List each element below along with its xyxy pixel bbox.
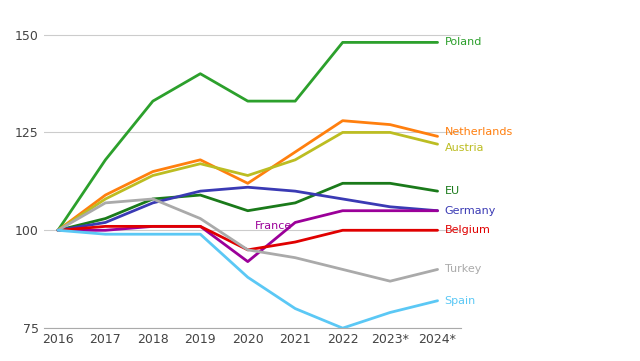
Text: Turkey: Turkey — [445, 264, 481, 274]
Text: Belgium: Belgium — [445, 225, 490, 235]
Text: Austria: Austria — [445, 143, 484, 153]
Text: Germany: Germany — [445, 206, 496, 216]
Text: Poland: Poland — [445, 38, 482, 47]
Text: Netherlands: Netherlands — [445, 127, 513, 138]
Text: France: France — [255, 221, 292, 231]
Text: Spain: Spain — [445, 296, 476, 306]
Text: EU: EU — [445, 186, 460, 196]
